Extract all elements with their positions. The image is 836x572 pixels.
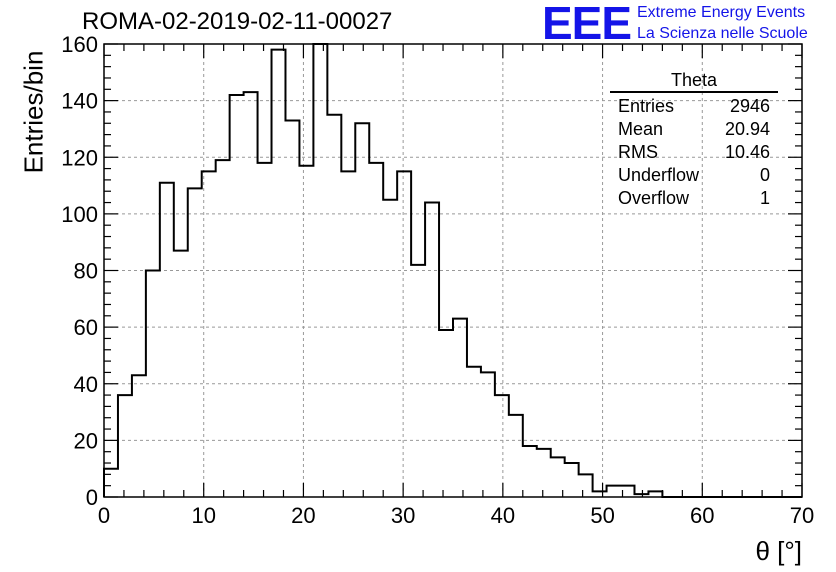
histogram-bin: [634, 494, 648, 497]
histogram-bin: [146, 271, 160, 498]
histogram-bin: [188, 188, 202, 497]
stats-label: Underflow: [618, 165, 700, 185]
histogram-bin: [397, 171, 411, 497]
stats-label: Mean: [618, 119, 664, 139]
stats-value: 0: [759, 165, 770, 185]
histogram-bin: [132, 375, 146, 497]
histogram-bin: [299, 166, 313, 497]
histogram-bin: [174, 251, 188, 497]
stats-row: Underflow 0: [610, 164, 778, 187]
histogram-bin: [327, 115, 341, 497]
stats-label: RMS: [618, 142, 658, 162]
histogram-bin: [160, 183, 174, 497]
stats-value: 20.94: [724, 119, 770, 139]
histogram-bin: [648, 491, 662, 497]
stats-label: Entries: [618, 96, 675, 116]
x-axis-label: θ [°]: [755, 536, 802, 566]
x-tick-label: 60: [690, 503, 714, 528]
histogram-bin: [607, 486, 621, 497]
histogram-bin: [104, 469, 118, 497]
histogram-bin: [118, 395, 132, 497]
stats-label: Overflow: [618, 188, 690, 208]
histogram-bin: [621, 486, 635, 497]
histogram-bin: [411, 265, 425, 497]
stats-value: 2946: [729, 96, 770, 116]
y-tick-label: 100: [61, 202, 98, 227]
histogram-bin: [565, 463, 579, 497]
histogram-bin: [509, 415, 523, 497]
y-tick-label: 40: [74, 372, 98, 397]
histogram-bin: [481, 372, 495, 497]
histogram-bin: [202, 171, 216, 497]
histogram-bin: [495, 395, 509, 497]
logo-line-1: Extreme Energy Events: [637, 4, 806, 21]
histogram-bin: [230, 95, 244, 497]
stats-value: 10.46: [724, 142, 770, 162]
histogram-bin: [439, 330, 453, 497]
y-tick-label: 120: [61, 145, 98, 170]
histogram-bin: [216, 160, 230, 497]
stats-row: Mean 20.94: [610, 118, 778, 141]
histogram-bin: [467, 367, 481, 497]
histogram-bin: [341, 171, 355, 497]
histogram-bin: [593, 491, 607, 497]
histogram-bin: [369, 163, 383, 497]
x-tick-label: 40: [491, 503, 515, 528]
histogram-bin: [355, 123, 369, 497]
x-tick-label: 20: [291, 503, 315, 528]
histogram-bin: [537, 449, 551, 497]
chart-title: ROMA-02-2019-02-11-00027: [82, 8, 393, 35]
y-tick-label: 80: [74, 259, 98, 284]
histogram-series: [103, 43, 802, 498]
histogram-bin: [258, 163, 272, 497]
y-tick-label: 60: [74, 315, 98, 340]
histogram-bin: [579, 474, 593, 497]
x-tick-label: 70: [790, 503, 814, 528]
histogram-bin: [285, 120, 299, 497]
histogram-bin: [523, 446, 537, 497]
stats-value: 1: [759, 188, 770, 208]
stats-row: Entries 2946: [610, 95, 778, 118]
y-tick-label: 160: [61, 32, 98, 57]
x-tick-label: 0: [98, 503, 110, 528]
x-tick-label: 30: [391, 503, 415, 528]
x-tick-label: 10: [191, 503, 215, 528]
histogram-bin: [425, 203, 439, 497]
histogram-bin: [244, 92, 258, 497]
histogram-bin: [551, 457, 565, 497]
stats-box: Theta Entries 2946 Mean 20.94 RMS 10.46 …: [610, 70, 778, 210]
logo-line-2: La Scienza nelle Scuole: [637, 25, 808, 42]
stats-title: Theta: [610, 70, 778, 93]
histogram-bin: [453, 319, 467, 497]
histogram-bin: [383, 200, 397, 497]
stats-row: Overflow 1: [610, 187, 778, 210]
histogram-bin: [272, 50, 286, 497]
x-tick-label: 50: [590, 503, 614, 528]
y-tick-label: 0: [86, 485, 98, 510]
y-tick-label: 20: [74, 428, 98, 453]
y-tick-label: 140: [61, 89, 98, 114]
y-axis-label: Entries/bin: [18, 50, 49, 174]
stats-row: RMS 10.46: [610, 141, 778, 164]
histogram-bin: [313, 44, 327, 497]
eee-logo: EEE: [542, 0, 632, 49]
